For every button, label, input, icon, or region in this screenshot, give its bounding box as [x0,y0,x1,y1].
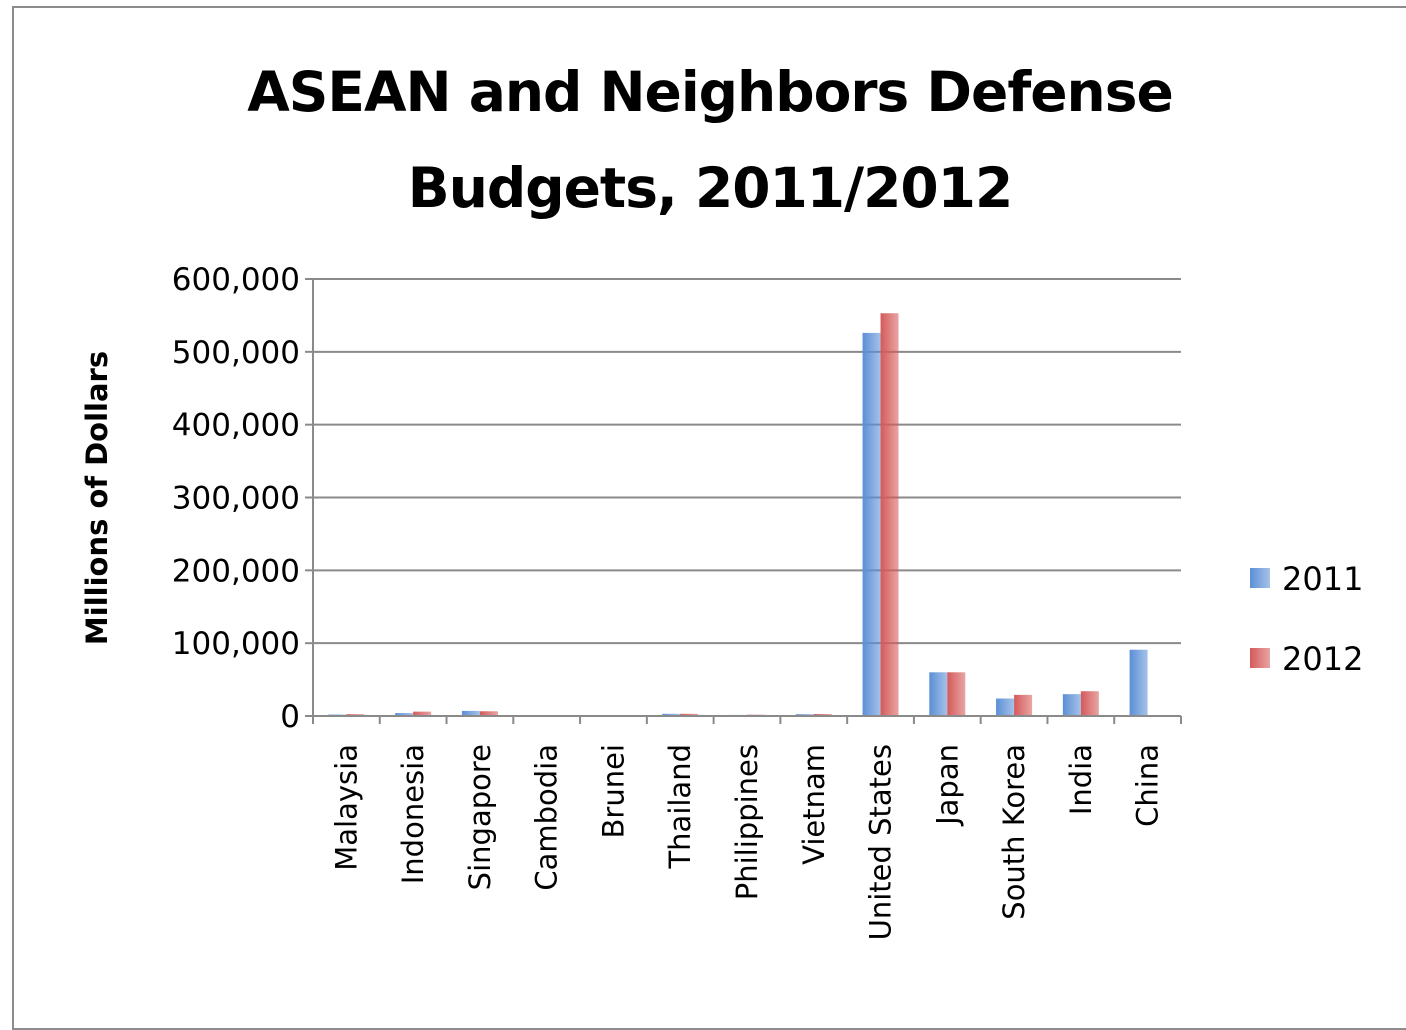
x-tick-label: Brunei [596,744,630,838]
axes [305,279,1181,724]
bar-2012-south-korea [1014,695,1032,716]
y-tick-label: 600,000 [172,262,300,298]
y-tick-label: 300,000 [172,481,300,517]
x-tick-label: Singapore [463,744,497,890]
bar-2011-japan [929,672,947,716]
x-tick-label: India [1064,744,1098,815]
legend-label-2012: 2012 [1282,640,1363,678]
x-tick-label: Malaysia [329,744,363,871]
bar-chart: 0 100,000 200,000 300,000 400,000 500,000 600,… [0,0,1406,1005]
bars [328,313,1147,716]
y-tick-label: 0 [280,699,300,735]
bar-2011-china [1130,650,1148,716]
legend-label-2011: 2011 [1282,560,1363,598]
x-tick-label: Philippines [730,744,764,900]
x-tick-label: Thailand [663,744,697,870]
y-tick-label: 100,000 [172,626,300,662]
bar-2012-japan [947,672,965,716]
y-axis-label: Millions of Dollars [80,351,114,645]
bar-2011-united-states [863,333,881,716]
x-tick-label: Indonesia [396,744,430,884]
y-tick-label: 400,000 [172,408,300,444]
x-tick-label: United States [864,744,898,940]
y-axis-ticks: 0 100,000 200,000 300,000 400,000 500,000 600,… [172,262,300,735]
y-tick-label: 500,000 [172,335,300,371]
x-tick-label: Cambodia [530,744,564,891]
x-tick-label: Vietnam [797,744,831,865]
bar-2011-india [1063,694,1081,716]
x-tick-label: China [1131,744,1165,827]
legend-swatch-2011 [1250,568,1270,588]
bar-2011-south-korea [996,699,1014,716]
gridlines [313,279,1181,643]
bar-2012-india [1081,691,1099,716]
x-tick-label: South Korea [997,744,1031,920]
bar-2012-united-states [881,313,899,716]
x-tick-label: Japan [930,744,964,827]
legend-swatch-2012 [1250,648,1270,668]
legend: 2011 2012 [1250,560,1363,678]
x-axis-labels: Malaysia Indonesia Singapore Cambodia Brunei… [329,744,1164,940]
y-tick-label: 200,000 [172,553,300,589]
